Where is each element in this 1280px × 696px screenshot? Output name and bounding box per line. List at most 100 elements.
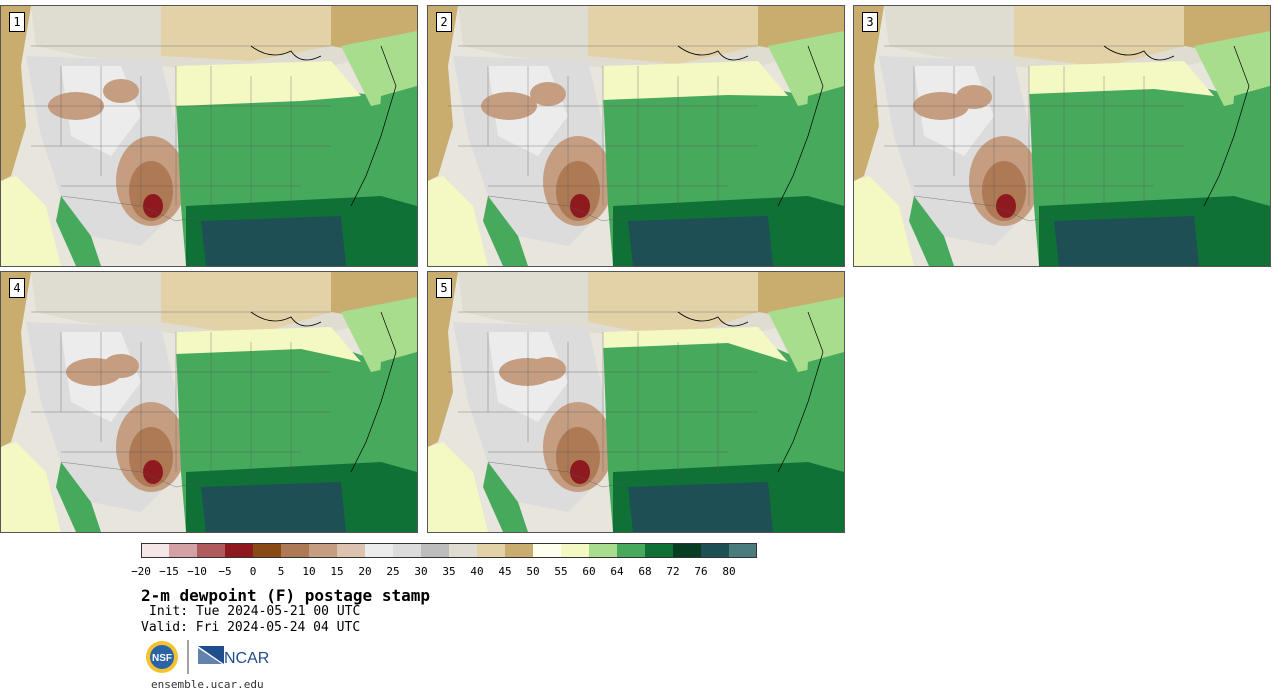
ensemble-member-panel-4: 4 [0, 271, 418, 533]
great-lakes-outline [1103, 45, 1175, 61]
dewpoint-map [428, 6, 844, 266]
colorbar-tick-label: −15 [159, 565, 179, 578]
colorbar-swatch [421, 543, 450, 558]
atlantic-coast-zone [768, 297, 844, 372]
colorbar-tick-label: 15 [330, 565, 344, 578]
state-border-line [60, 195, 202, 222]
pacific-coast-zone [1, 6, 31, 181]
gulf-of-mexico-zone [628, 216, 773, 266]
midwest-transition-zone [176, 61, 361, 106]
great-lakes-outline [677, 45, 749, 61]
colorbar-tick-label: 30 [414, 565, 428, 578]
state-border-line [487, 195, 629, 222]
midwest-transition-zone [603, 61, 788, 100]
figure-title: 2-m dewpoint (F) postage stamp [141, 586, 430, 605]
baja-coast-zone [56, 462, 101, 532]
colorbar-tick-label: 40 [470, 565, 484, 578]
canada-zone [161, 272, 331, 336]
colorbar-swatch [645, 543, 674, 558]
ncar-logo-text: NCAR [224, 650, 269, 667]
colorbar-swatch [309, 543, 338, 558]
colorbar-swatch [337, 543, 366, 558]
colorbar-tick-label: 0 [249, 565, 257, 578]
dry-air-region [530, 357, 566, 381]
colorbar-tick-label: 76 [694, 565, 708, 578]
canada-zone [161, 6, 331, 61]
member-number-label: 3 [862, 12, 878, 32]
colorbar-swatch [561, 543, 590, 558]
dewpoint-map [854, 6, 1270, 266]
colorbar-tick-label: 50 [526, 565, 540, 578]
ensemble-member-panel-2: 2 [427, 5, 845, 267]
member-number-label: 5 [436, 278, 452, 298]
colorbar-swatch [589, 543, 618, 558]
atlantic-ocean-zone [1224, 86, 1270, 226]
driest-air-region [570, 194, 590, 218]
pacific-south-zone [428, 176, 488, 266]
ensemble-member-panel-1: 1 [0, 5, 418, 267]
colorbar-tick-label: 60 [582, 565, 596, 578]
midwest-transition-zone [1029, 61, 1214, 96]
baja-coast-zone [909, 196, 954, 266]
pacific-coast-zone [428, 272, 458, 447]
colorbar-tick-label: 20 [358, 565, 372, 578]
colorbar-swatch [281, 543, 310, 558]
gulf-of-mexico-zone [628, 482, 773, 532]
atlantic-coast-zone [341, 31, 417, 106]
colorbar-tick-label: −10 [187, 565, 207, 578]
east-coastline [777, 311, 824, 473]
colorbar-tick-label: 10 [302, 565, 316, 578]
atlantic-ocean-zone [798, 86, 844, 226]
colorbar-swatch [533, 543, 562, 558]
member-number-label: 4 [9, 278, 25, 298]
valid-time: Valid: Fri 2024-05-24 04 UTC [141, 620, 361, 635]
member-number-label: 2 [436, 12, 452, 32]
east-coastline [1203, 45, 1250, 207]
colorbar-tick-label: 25 [386, 565, 400, 578]
dry-air-region [530, 82, 566, 106]
colorbar-tick-label: 72 [666, 565, 680, 578]
east-coastline [350, 45, 397, 207]
pacific-coast-zone [428, 6, 458, 181]
state-border-line [487, 461, 629, 488]
colorbar-swatch [225, 543, 254, 558]
dewpoint-colorbar [141, 543, 757, 558]
driest-air-region [143, 460, 163, 484]
nsf-logo-text: NSF [152, 653, 172, 664]
colorbar-swatch [141, 543, 170, 558]
colorbar-tick-label: −5 [218, 565, 232, 578]
atlantic-coast-zone [341, 297, 417, 372]
colorbar-tick-label: 55 [554, 565, 568, 578]
colorbar-swatch [477, 543, 506, 558]
east-coastline [777, 45, 824, 207]
midwest-transition-zone [176, 327, 361, 362]
ensemble-member-panel-5: 5 [427, 271, 845, 533]
colorbar-swatch [701, 543, 730, 558]
pacific-coast-zone [1, 272, 31, 447]
driest-air-region [143, 194, 163, 218]
website-url: ensemble.ucar.edu [151, 678, 264, 691]
gulf-of-mexico-zone [201, 482, 346, 532]
init-time: Init: Tue 2024-05-21 00 UTC [149, 604, 361, 619]
colorbar-outline [141, 543, 757, 558]
colorbar-swatch [449, 543, 478, 558]
canada-zone [588, 272, 758, 339]
member-number-label: 1 [9, 12, 25, 32]
colorbar-tick-label: 45 [498, 565, 512, 578]
ensemble-member-panel-3: 3 [853, 5, 1271, 267]
pacific-south-zone [1, 176, 61, 266]
atlantic-coast-zone [1194, 31, 1270, 106]
great-lakes-outline [250, 311, 322, 327]
colorbar-swatch [393, 543, 422, 558]
colorbar-tick-label: 5 [277, 565, 285, 578]
atlantic-ocean-zone [371, 352, 417, 492]
colorbar-swatch [505, 543, 534, 558]
baja-coast-zone [483, 462, 528, 532]
colorbar-swatch [673, 543, 702, 558]
colorbar-tick-label: 68 [638, 565, 652, 578]
gulf-of-mexico-zone [201, 216, 346, 266]
atlantic-coast-zone [768, 31, 844, 106]
dry-air-region [103, 354, 139, 378]
driest-air-region [570, 460, 590, 484]
colorbar-tick-label: 64 [610, 565, 624, 578]
